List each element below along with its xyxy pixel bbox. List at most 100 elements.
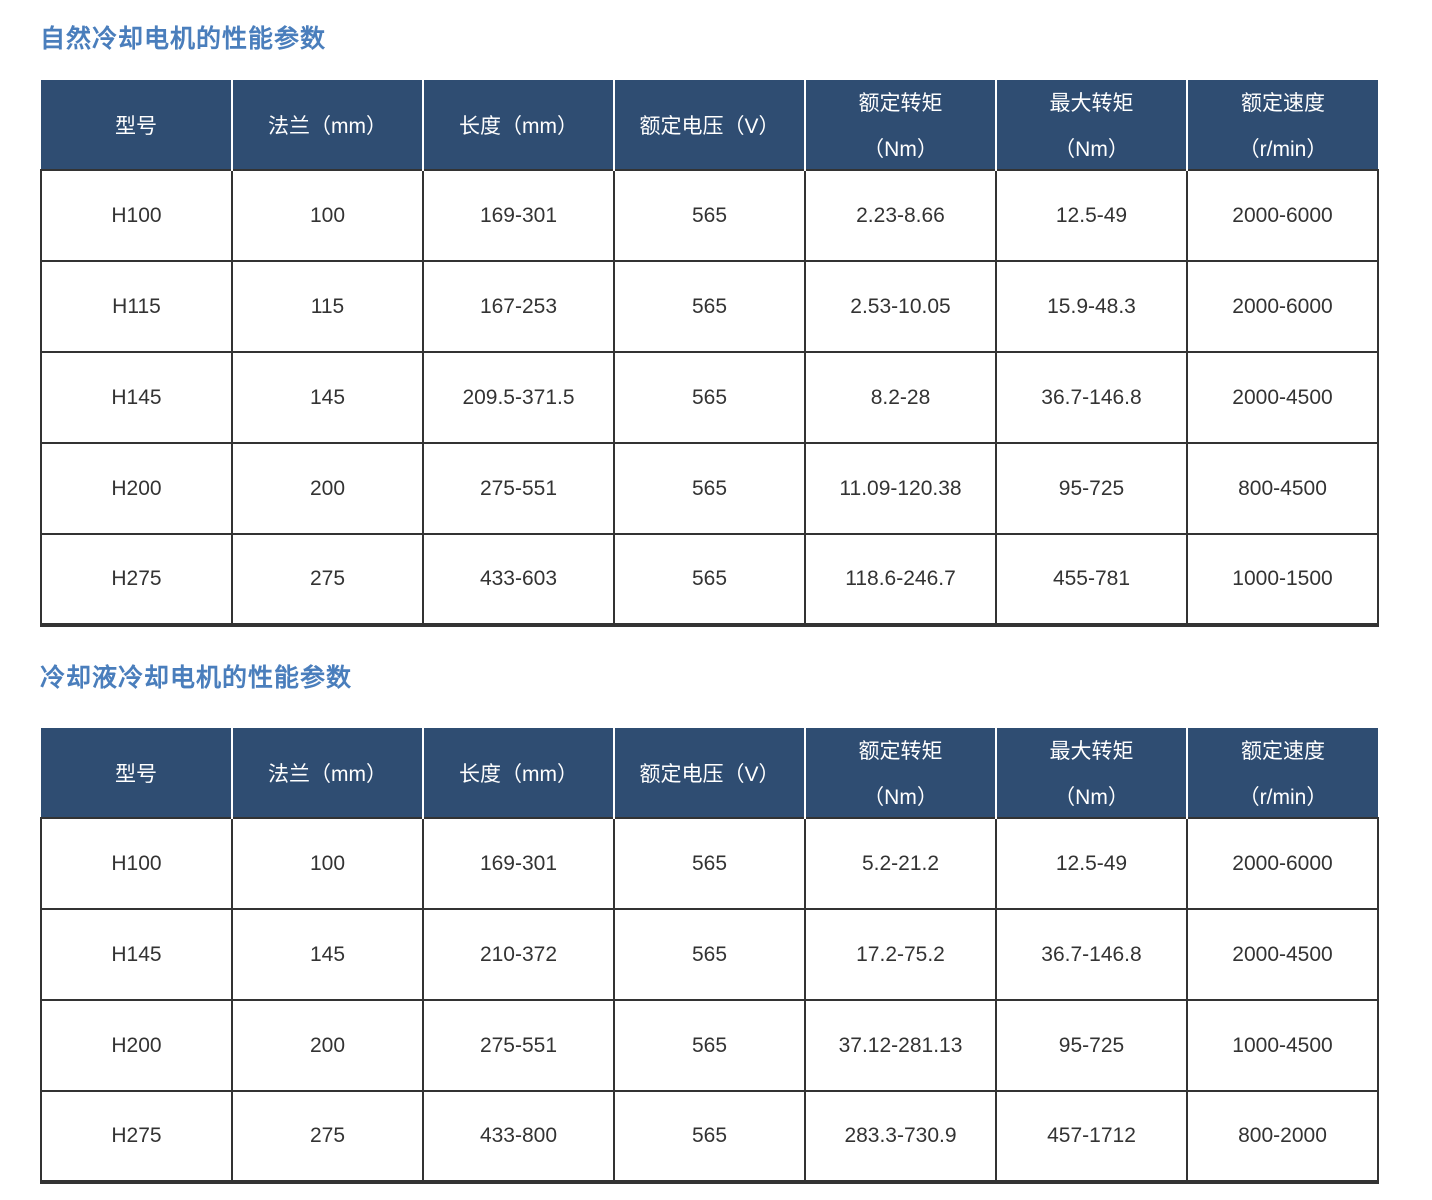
column-header-unit: （Nm）	[863, 785, 938, 809]
column-header-label: 法兰（mm）	[268, 114, 387, 138]
column-header-label: 长度（mm）	[459, 762, 578, 786]
table-cell: 275-551	[422, 442, 615, 535]
table-cell: 100	[231, 169, 424, 262]
column-header-unit: （Nm）	[1054, 137, 1129, 161]
column-header: 型号	[41, 728, 233, 818]
table-cell: 167-253	[422, 260, 615, 353]
liquid-cooling-spec-table: 型号 法兰（mm） 长度（mm） 额定电压（V） 额定转矩 （Nm） 最大转矩 （Nm） 额定速…	[40, 728, 1379, 1184]
table-cell: 433-603	[422, 533, 615, 626]
table-row: H200 200 275-551 565 37.12-281.13 95-725 1000-…	[40, 999, 1379, 1092]
table-cell: 1000-4500	[1186, 999, 1379, 1092]
table-cell: 1000-1500	[1186, 533, 1379, 626]
column-header: 法兰（mm）	[231, 728, 424, 818]
table-cell: H145	[40, 351, 233, 444]
column-header-unit: （Nm）	[1054, 785, 1129, 809]
table-cell: 565	[613, 442, 806, 535]
table-cell: 37.12-281.13	[804, 999, 997, 1092]
table-cell: 115	[231, 260, 424, 353]
table-cell: 565	[613, 260, 806, 353]
column-header-label: 最大转矩	[1049, 739, 1134, 763]
table-cell: 5.2-21.2	[804, 817, 997, 910]
table-cell: 275	[231, 1090, 424, 1183]
natural-cooling-section-title: 自然冷却电机的性能参数	[40, 25, 327, 53]
column-header: 法兰（mm）	[231, 80, 424, 170]
table-header: 型号 法兰（mm） 长度（mm） 额定电压（V） 额定转矩 （Nm） 最大转矩 （Nm） 额定速…	[41, 728, 1378, 818]
table-cell: H100	[40, 169, 233, 262]
table-cell: 2000-6000	[1186, 169, 1379, 262]
column-header-label: 长度（mm）	[459, 114, 578, 138]
table-cell: 455-781	[995, 533, 1188, 626]
table-row: H200 200 275-551 565 11.09-120.38 95-725 800-4…	[40, 442, 1379, 535]
table-cell: 565	[613, 169, 806, 262]
table-cell: 200	[231, 442, 424, 535]
table-cell: 36.7-146.8	[995, 351, 1188, 444]
table-cell: 95-725	[995, 442, 1188, 535]
table-cell: 169-301	[422, 817, 615, 910]
column-header-label: 额定速度	[1241, 739, 1325, 763]
table-cell: 565	[613, 1090, 806, 1183]
column-header: 最大转矩 （Nm）	[995, 80, 1188, 170]
column-header-label: 额定转矩	[858, 91, 943, 115]
table-header: 型号 法兰（mm） 长度（mm） 额定电压（V） 额定转矩 （Nm） 最大转矩 （Nm） 额定速…	[41, 80, 1378, 170]
column-header: 额定电压（V）	[613, 728, 806, 818]
column-header-label: 法兰（mm）	[268, 762, 387, 786]
table-cell: 12.5-49	[995, 817, 1188, 910]
column-header-label: 型号	[115, 762, 157, 786]
table-cell: 565	[613, 351, 806, 444]
table-cell: 95-725	[995, 999, 1188, 1092]
table-cell: 565	[613, 908, 806, 1001]
table-cell: 2000-6000	[1186, 260, 1379, 353]
column-header: 额定转矩 （Nm）	[804, 80, 997, 170]
table-cell: 100	[231, 817, 424, 910]
table-cell: 145	[231, 908, 424, 1001]
table-row: H100 100 169-301 565 2.23-8.66 12.5-49 2000-60…	[40, 169, 1379, 262]
column-header-label: 最大转矩	[1049, 91, 1134, 115]
table-cell: H145	[40, 908, 233, 1001]
table-cell: 283.3-730.9	[804, 1090, 997, 1183]
table-cell: H275	[40, 1090, 233, 1183]
column-header: 额定速度 （r/min）	[1186, 728, 1378, 818]
table-cell: 145	[231, 351, 424, 444]
table-cell: 15.9-48.3	[995, 260, 1188, 353]
column-header: 额定转矩 （Nm）	[804, 728, 997, 818]
column-header: 额定电压（V）	[613, 80, 806, 170]
table-cell: H100	[40, 817, 233, 910]
column-header-label: 额定电压（V）	[639, 762, 780, 786]
table-cell: 12.5-49	[995, 169, 1188, 262]
table-row: H275 275 433-800 565 283.3-730.9 457-1712 800-…	[40, 1090, 1379, 1183]
table-cell: 275	[231, 533, 424, 626]
table-cell: 800-2000	[1186, 1090, 1379, 1183]
table-row: H145 145 210-372 565 17.2-75.2 36.7-146.8 2000…	[40, 908, 1379, 1001]
table-cell: 210-372	[422, 908, 615, 1001]
column-header-unit: （r/min）	[1238, 137, 1328, 161]
table-cell: 118.6-246.7	[804, 533, 997, 626]
natural-cooling-spec-table: 型号 法兰（mm） 长度（mm） 额定电压（V） 额定转矩 （Nm） 最大转矩 （Nm） 额定速…	[40, 80, 1379, 627]
table-cell: 565	[613, 817, 806, 910]
table-row: H100 100 169-301 565 5.2-21.2 12.5-49 2000-600…	[40, 817, 1379, 910]
table-cell: 433-800	[422, 1090, 615, 1183]
table-cell: 2000-4500	[1186, 351, 1379, 444]
column-header: 型号	[41, 80, 233, 170]
column-header: 长度（mm）	[422, 80, 615, 170]
table-cell: 565	[613, 533, 806, 626]
table-cell: 8.2-28	[804, 351, 997, 444]
column-header-label: 额定速度	[1241, 91, 1325, 115]
table-cell: 17.2-75.2	[804, 908, 997, 1001]
table-cell: 457-1712	[995, 1090, 1188, 1183]
column-header-label: 额定转矩	[858, 739, 943, 763]
table-cell: 565	[613, 999, 806, 1092]
table-cell: 2.53-10.05	[804, 260, 997, 353]
column-header-unit: （Nm）	[863, 137, 938, 161]
column-header: 额定速度 （r/min）	[1186, 80, 1378, 170]
table-cell: 200	[231, 999, 424, 1092]
table-cell: 800-4500	[1186, 442, 1379, 535]
column-header-label: 额定电压（V）	[639, 114, 780, 138]
table-cell: H200	[40, 442, 233, 535]
table-cell: 2000-6000	[1186, 817, 1379, 910]
table-row: H275 275 433-603 565 118.6-246.7 455-781 1000-…	[40, 533, 1379, 626]
table-cell: 275-551	[422, 999, 615, 1092]
table-cell: H115	[40, 260, 233, 353]
column-header: 最大转矩 （Nm）	[995, 728, 1188, 818]
table-row: H115 115 167-253 565 2.53-10.05 15.9-48.3 2000…	[40, 260, 1379, 353]
